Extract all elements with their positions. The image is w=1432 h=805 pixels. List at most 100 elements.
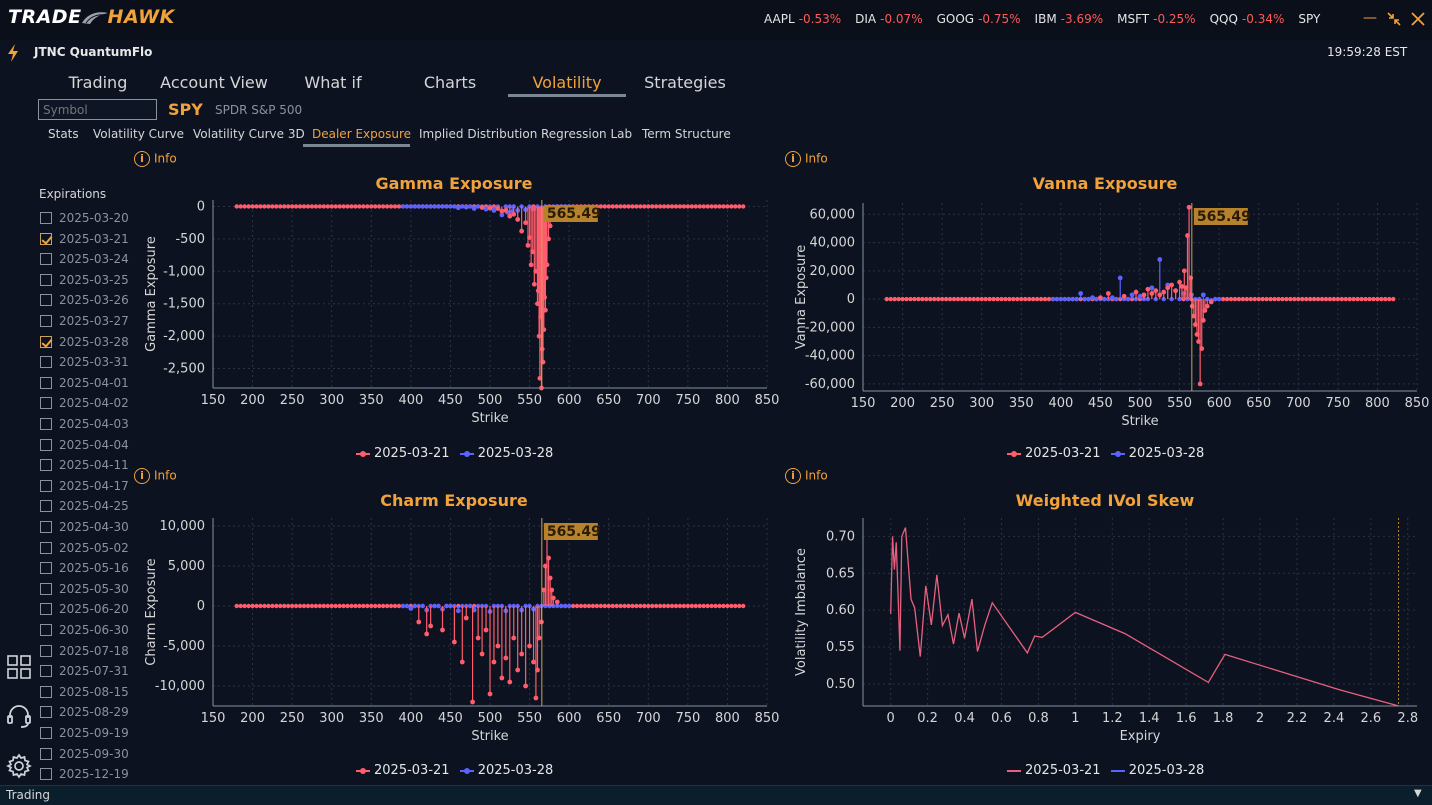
status-dropdown-icon[interactable]: ▼	[1414, 788, 1422, 799]
legend-item-series2[interactable]: 2025-03-28	[459, 763, 553, 778]
expiration-checkbox[interactable]	[40, 768, 52, 781]
data-point	[681, 603, 687, 609]
legend-item-series1[interactable]: 2025-03-21	[1007, 446, 1101, 461]
data-point	[270, 603, 275, 609]
expiration-checkbox[interactable]	[40, 747, 52, 760]
expiration-checkbox[interactable]	[40, 273, 52, 286]
data-point	[543, 307, 548, 313]
expiration-checkbox[interactable]	[40, 624, 52, 636]
legend-line-icon	[1007, 769, 1021, 772]
expiration-checkbox[interactable]	[40, 294, 52, 307]
expiration-checkbox[interactable]	[40, 232, 52, 245]
sub-tab-volatility-curve[interactable]: Volatility Curve	[93, 127, 185, 141]
expiration-checkbox[interactable]	[40, 706, 52, 719]
data-point	[337, 603, 342, 609]
expiration-checkbox[interactable]	[40, 459, 52, 472]
data-point	[380, 204, 386, 209]
expiration-checkbox[interactable]	[40, 397, 52, 410]
expiration-checkbox[interactable]	[40, 212, 52, 224]
legend-item-series2[interactable]: 2025-03-28	[1110, 763, 1204, 778]
info-gamma[interactable]: i Info	[134, 151, 177, 167]
expiration-checkbox[interactable]	[40, 521, 52, 533]
legend-label: 2025-03-28	[477, 446, 554, 461]
sub-tab-regression-lab[interactable]: Regression Lab	[541, 127, 633, 141]
ticker-qqq[interactable]: QQQ -0.34%	[1210, 12, 1285, 26]
minimize-icon[interactable]: —	[1363, 10, 1377, 26]
data-point	[602, 603, 607, 609]
expiration-checkbox[interactable]	[40, 500, 52, 513]
expiration-checkbox[interactable]	[40, 479, 52, 492]
expiration-checkbox[interactable]	[40, 727, 52, 739]
close-icon[interactable]	[1411, 12, 1425, 26]
ticker-dia[interactable]: DIA -0.07%	[855, 12, 922, 26]
expiration-checkbox[interactable]	[40, 418, 52, 430]
expiration-checkbox[interactable]	[40, 376, 52, 389]
data-point	[541, 327, 547, 333]
legend-item-series2[interactable]: 2025-03-28	[459, 446, 554, 461]
expiration-checkbox[interactable]	[40, 315, 52, 327]
x-tick-label: 700	[636, 393, 661, 408]
main-tab-trading[interactable]: Trading	[68, 73, 128, 92]
main-tab-charts[interactable]: Charts	[423, 73, 477, 92]
sub-tab-dealer-exposure[interactable]: Dealer Exposure	[312, 127, 411, 141]
data-point	[420, 204, 425, 209]
data-point	[305, 204, 311, 209]
expiration-date: 2025-03-21	[59, 231, 129, 246]
main-tab-volatility[interactable]: Volatility	[532, 73, 602, 92]
expiration-checkbox[interactable]	[40, 582, 52, 595]
restore-icon[interactable]	[1387, 12, 1401, 26]
expiration-checkbox[interactable]	[40, 562, 52, 575]
data-point	[705, 603, 710, 609]
expiration-checkbox[interactable]	[40, 541, 52, 554]
legend-item-series1[interactable]: 2025-03-21	[356, 446, 450, 461]
expiration-checkbox[interactable]	[40, 335, 52, 348]
data-point	[642, 204, 647, 209]
grid-layout-icon[interactable]	[6, 654, 32, 680]
settings-gear-icon[interactable]	[6, 753, 32, 779]
info-vanna[interactable]: i Info	[785, 151, 828, 167]
chart-0: 150 200 250 300 350 400 450 500 550 600 650 700 750 8…	[144, 199, 779, 426]
data-point	[1186, 204, 1192, 210]
data-point	[282, 204, 287, 209]
sub-tab-term-structure[interactable]: Term Structure	[642, 127, 731, 141]
expiration-checkbox[interactable]	[40, 685, 52, 698]
main-tab-account-view[interactable]: Account View	[160, 73, 268, 92]
y-tick-label: 0	[847, 292, 855, 307]
expiration-checkbox[interactable]	[40, 356, 52, 369]
data-point	[1359, 296, 1364, 302]
y-tick-label: -60,000	[805, 377, 855, 392]
expiration-checkbox[interactable]	[40, 665, 52, 678]
data-point	[709, 204, 714, 209]
info-skew[interactable]: i Info	[785, 468, 828, 484]
info-charm[interactable]: i Info	[134, 468, 177, 484]
info-label: Info	[805, 151, 828, 166]
data-point	[598, 603, 603, 609]
sub-tab-volatility-curve-3d[interactable]: Volatility Curve 3D	[193, 127, 305, 141]
expiration-checkbox[interactable]	[40, 644, 52, 657]
data-point	[392, 204, 398, 209]
data-point	[536, 333, 542, 339]
expiration-checkbox[interactable]	[40, 438, 52, 451]
expiration-checkbox[interactable]	[40, 603, 52, 616]
legend-item-series1[interactable]: 2025-03-21	[1007, 763, 1101, 778]
ticker-goog[interactable]: GOOG -0.75%	[937, 12, 1021, 26]
spot-label: 565.49	[547, 206, 601, 222]
legend-item-series1[interactable]: 2025-03-21	[356, 763, 450, 778]
ticker-msft[interactable]: MSFT -0.25%	[1117, 12, 1195, 26]
ticker-ibm[interactable]: IBM -3.69%	[1035, 12, 1104, 26]
main-tab-strategies[interactable]: Strategies	[644, 73, 726, 92]
ticker-aapl[interactable]: AAPL -0.53%	[764, 12, 841, 26]
headset-support-icon[interactable]	[6, 703, 32, 729]
sub-tab-stats[interactable]: Stats	[48, 127, 79, 141]
data-point	[388, 204, 394, 209]
main-tab-what-if[interactable]: What if	[304, 73, 362, 92]
symbol-input[interactable]	[38, 99, 157, 120]
y-tick-label: 5,000	[168, 559, 205, 574]
info-label: Info	[154, 151, 177, 166]
expiration-checkbox[interactable]	[40, 253, 52, 266]
legend-item-series2[interactable]: 2025-03-28	[1110, 446, 1204, 461]
ticker-spy[interactable]: SPY	[1298, 12, 1324, 26]
sub-tab-implied-distribution[interactable]: Implied Distribution	[419, 127, 538, 141]
data-point	[935, 296, 941, 302]
